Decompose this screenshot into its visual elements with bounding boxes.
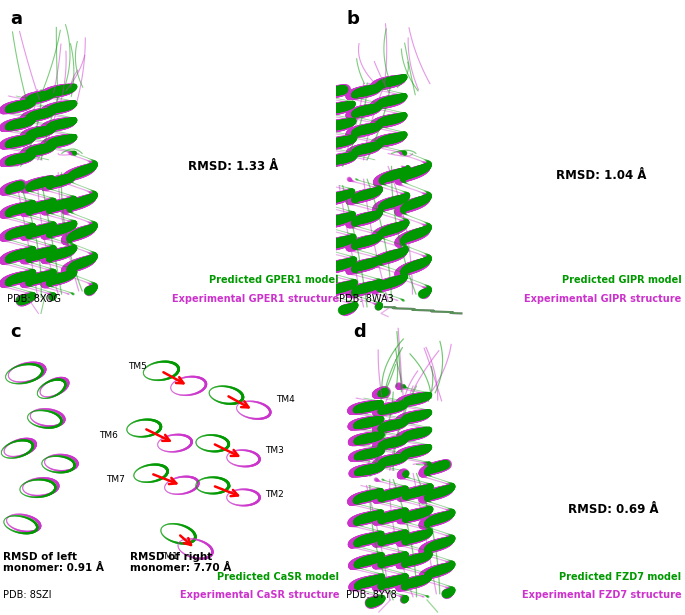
Text: Predicted CaSR model: Predicted CaSR model xyxy=(217,572,339,582)
Text: RMSD: 0.69 Å: RMSD: 0.69 Å xyxy=(568,503,658,516)
Text: TM7: TM7 xyxy=(106,475,125,484)
Text: PDB: 8WA3: PDB: 8WA3 xyxy=(339,294,394,304)
Text: TM1: TM1 xyxy=(159,552,178,561)
Text: d: d xyxy=(353,323,366,341)
Text: a: a xyxy=(10,10,23,28)
Text: TM5: TM5 xyxy=(128,362,147,371)
Text: Experimental CaSR structure: Experimental CaSR structure xyxy=(179,590,339,600)
Text: TM2: TM2 xyxy=(265,490,284,499)
Text: Predicted FZD7 model: Predicted FZD7 model xyxy=(560,572,682,582)
Text: c: c xyxy=(10,323,21,341)
Text: Experimental GIPR structure: Experimental GIPR structure xyxy=(524,294,682,304)
Text: TM4: TM4 xyxy=(275,395,295,404)
Text: b: b xyxy=(346,10,359,28)
Text: Experimental GPER1 structure: Experimental GPER1 structure xyxy=(172,294,339,304)
Text: Predicted GIPR model: Predicted GIPR model xyxy=(562,275,682,285)
Text: RMSD: 1.04 Å: RMSD: 1.04 Å xyxy=(556,169,647,183)
Text: Experimental FZD7 structure: Experimental FZD7 structure xyxy=(522,590,682,600)
Text: PDB: 8XOG: PDB: 8XOG xyxy=(7,294,61,304)
Text: RMSD: 1.33 Å: RMSD: 1.33 Å xyxy=(188,160,278,173)
Text: TM6: TM6 xyxy=(99,431,118,440)
Text: PDB: 8SZI: PDB: 8SZI xyxy=(3,590,52,600)
Text: Predicted GPER1 model: Predicted GPER1 model xyxy=(210,275,339,285)
Text: RMSD of left
monomer: 0.91 Å: RMSD of left monomer: 0.91 Å xyxy=(3,552,104,573)
Text: PDB: 8YY8: PDB: 8YY8 xyxy=(346,590,397,600)
Text: RMSD of right
monomer: 7.70 Å: RMSD of right monomer: 7.70 Å xyxy=(130,552,232,573)
Text: TM3: TM3 xyxy=(265,446,284,455)
